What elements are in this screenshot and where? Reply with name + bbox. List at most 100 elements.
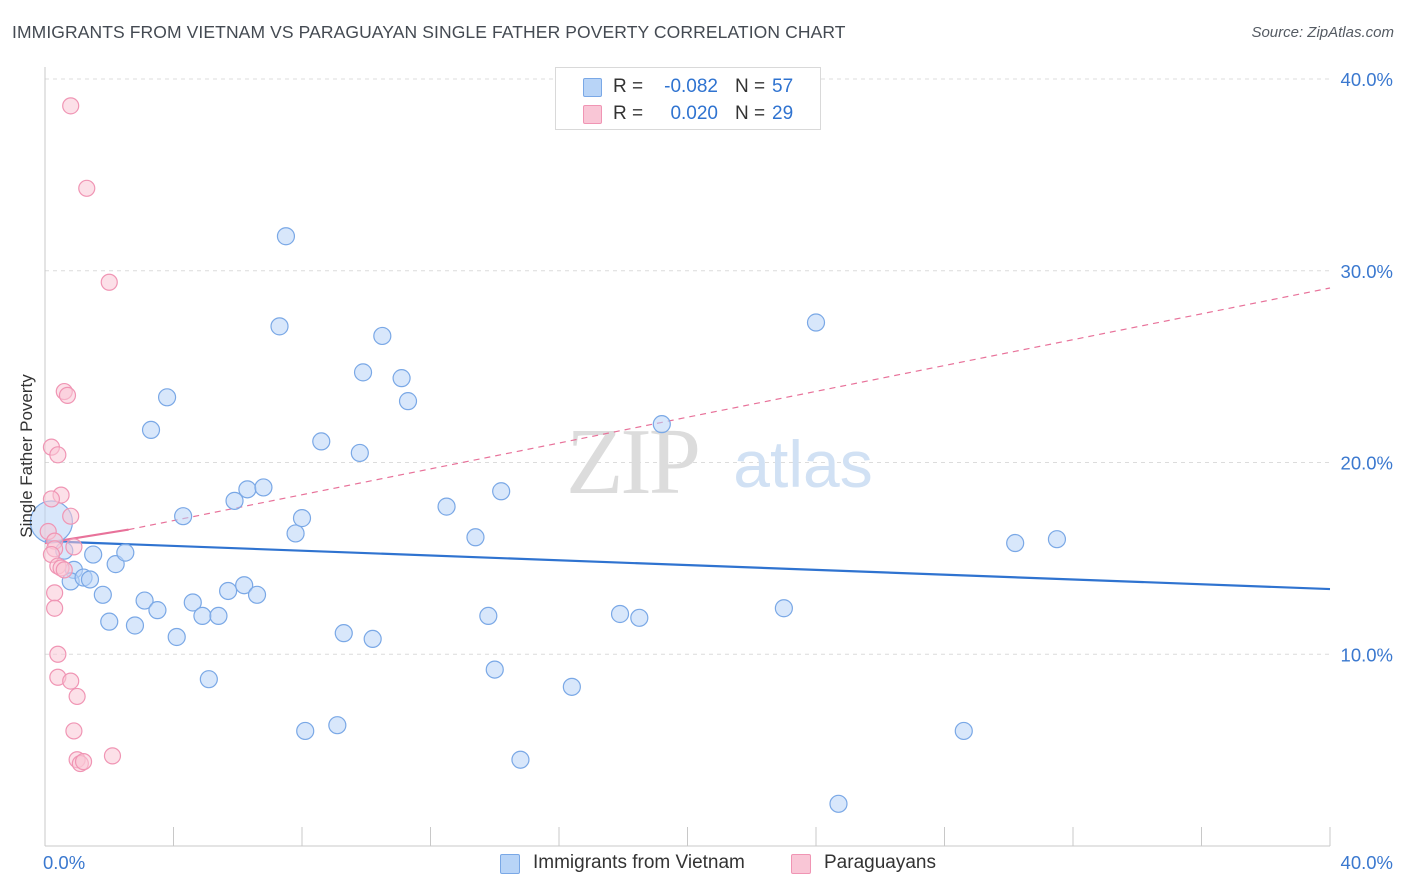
vietnam-point [254,478,273,497]
vietnam-point [157,388,177,407]
series-legend-paraguayans[interactable]: Paraguayans [791,851,951,877]
vietnam-point [141,420,161,440]
vietnam-point [1047,530,1067,549]
vietnam-point [479,606,498,626]
vietnam-point [235,576,254,595]
legend-r-label: R = [613,103,644,124]
vietnam-point [183,593,202,612]
vietnam-point [610,604,630,624]
vietnam-point [312,432,331,451]
paraguayan-point [49,645,67,663]
vietnam-point [219,581,238,601]
vietnam-point [562,677,581,696]
paraguayan-point [62,507,80,525]
vietnam-trend-line [44,540,1331,591]
vietnam-point [247,585,267,604]
vietnam-point [199,670,218,689]
paraguayan-point [46,584,64,602]
chart-title: IMMIGRANTS FROM VIETNAM VS PARAGUAYAN SI… [12,22,846,42]
vietnam-point [652,415,671,434]
x-tick-label-left: 0.0% [43,852,85,873]
x-tick-label-right: 40.0% [1341,852,1393,873]
legend-r-value: 0.020 [670,103,718,124]
grid-lines [45,78,1330,655]
vietnam-point [84,545,103,564]
paraguayan-point [65,538,83,556]
vietnam-point [954,721,973,741]
vietnam-point [485,660,504,679]
vietnam-point [174,507,193,526]
legend-n-value: 29 [772,103,794,124]
paraguayan-point [65,722,83,740]
vietnam-point [270,317,289,336]
vietnam-point [135,591,154,610]
vietnam-point [492,482,511,501]
vietnam-point [116,543,135,562]
vietnam-point [437,497,456,516]
legend-r-label: R = [613,76,644,97]
y-tick-label: 40.0% [1341,69,1393,90]
watermark: ZIP atlas [566,410,873,514]
legend-swatch-vietnam [583,78,602,97]
series-label-vietnam: Immigrants from Vietnam [533,852,745,873]
vietnam-point [353,363,373,382]
paraguayan-point [100,273,118,291]
paraguayan-point [74,753,93,771]
legend-swatch-paraguayans [583,105,602,124]
vietnam-point [373,326,392,346]
vietnam-point [774,599,793,618]
vietnam-point [466,528,485,547]
series-swatch-paraguayans [791,854,811,874]
vietnam-point [80,570,100,589]
paraguayan-point [58,386,77,404]
watermark-zip: ZIP [566,410,698,514]
paraguayan-point [103,747,122,765]
vietnam-point [125,616,145,635]
vietnam-point [193,606,212,626]
vietnam-point [209,606,228,626]
vietnam-point [511,750,530,769]
source-credit: Source: ZipAtlas.com [1251,24,1394,41]
paraguayan-point [46,599,64,617]
vietnam-point [328,716,347,735]
y-tick-label: 30.0% [1341,261,1393,282]
paraguayan-point [55,561,73,579]
vietnam-point [630,608,649,627]
series-legend-vietnam[interactable]: Immigrants from Vietnam [500,851,770,877]
vietnam-point [1006,533,1025,553]
paraguayan-point [62,672,80,690]
paraguayan-point [68,687,86,706]
data-points [29,97,1067,813]
vietnam-point [93,585,112,604]
paraguayan-point [42,490,61,508]
vietnam-point [392,369,411,388]
tick-labels: 10.0% 20.0% 30.0% 40.0% 0.0% 40.0% [43,69,1393,873]
vietnam-point [100,612,119,631]
legend-n-value: 57 [772,76,794,97]
vietnam-point [286,524,305,543]
y-tick-label: 20.0% [1341,453,1393,474]
vietnam-point [350,443,369,463]
paraguayan-point [62,97,80,115]
stats-legend: R = -0.082 N = 57 R = 0.020 N = 29 [555,67,821,130]
legend-r-value: -0.082 [664,76,718,97]
watermark-atlas: atlas [733,427,872,501]
vietnam-point [238,480,257,499]
legend-row-paraguayans: R = 0.020 N = 29 [556,101,820,127]
paraguayan-point [78,179,96,197]
legend-n-label: N = [735,103,766,124]
vietnam-point [296,721,315,741]
vietnam-point [225,491,244,510]
legend-row-vietnam: R = -0.082 N = 57 [556,74,820,100]
vietnam-point [276,227,296,246]
vietnam-point [829,794,848,813]
axes [44,67,1331,847]
vietnam-point [363,629,382,649]
series-label-paraguayans: Paraguayans [824,852,936,873]
paraguayan-trend-dashed [128,287,1331,531]
series-swatch-vietnam [500,854,520,874]
vietnam-point [292,509,312,528]
legend-n-label: N = [735,76,766,97]
vietnam-point [148,601,167,620]
